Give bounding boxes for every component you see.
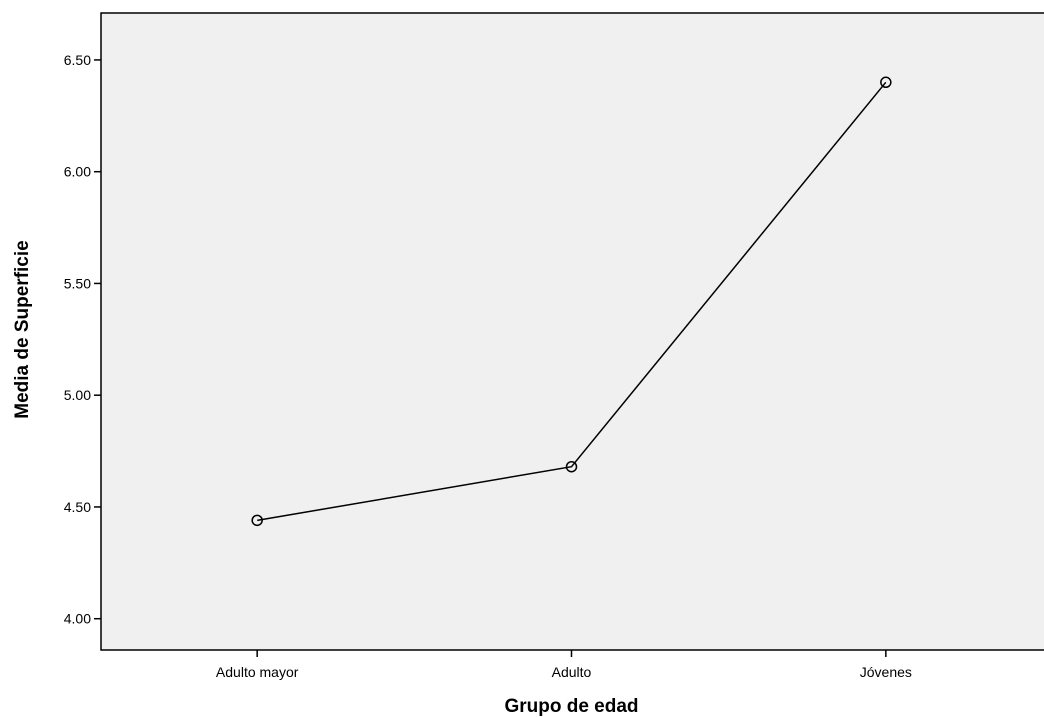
y-tick-label: 4.50 [64,499,91,515]
y-axis-ticks: 4.00 4.50 5.00 5.50 6.00 6.50 [64,52,101,627]
plot-area [100,12,1044,651]
y-tick-label: 6.50 [64,52,91,68]
data-point-adulto [565,460,578,473]
data-point-adulto-mayor [251,514,263,527]
x-tick-label: Jóvenes [860,664,912,680]
series-line [257,81,887,522]
x-axis-ticks: Adulto mayor Adulto Jóvenes [216,650,912,680]
x-tick-label: Adulto [552,664,592,680]
data-point-jóvenes [880,76,892,89]
x-tick-label: Adulto mayor [216,664,299,680]
y-tick-label: 6.00 [64,164,91,180]
y-tick-label: 5.50 [64,275,91,291]
y-tick-label: 5.00 [64,387,91,403]
data-markers [251,76,892,527]
x-axis-title: Grupo de edad [504,696,638,717]
y-axis-title: Media de Superficie [12,240,33,418]
y-tick-label: 4.00 [64,611,91,627]
